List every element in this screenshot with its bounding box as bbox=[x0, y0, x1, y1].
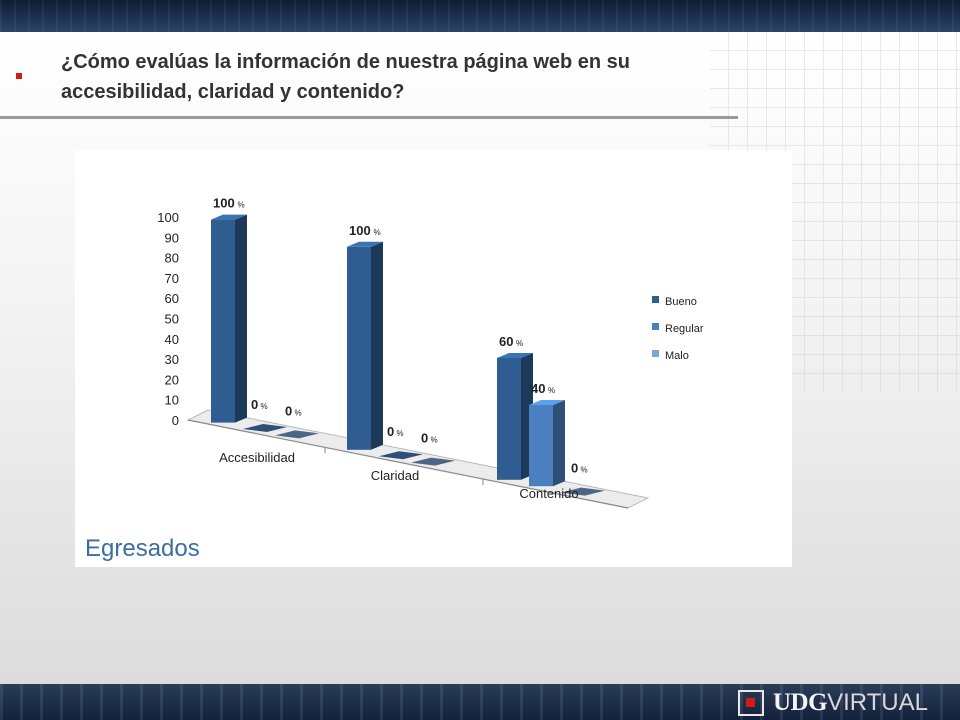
title-divider bbox=[0, 116, 738, 119]
top-banner bbox=[0, 0, 960, 32]
y-tick-label: 70 bbox=[165, 271, 179, 286]
y-tick-label: 80 bbox=[165, 251, 179, 266]
bar-front bbox=[211, 219, 235, 423]
bar-bueno bbox=[497, 353, 533, 480]
bar-top bbox=[211, 214, 247, 220]
data-label-unit: % bbox=[548, 386, 555, 395]
y-tick-label: 0 bbox=[172, 413, 179, 428]
bar-regular bbox=[379, 451, 423, 460]
title-bullet-icon bbox=[16, 73, 22, 79]
bar-front bbox=[347, 246, 371, 450]
bar-top bbox=[529, 400, 565, 405]
bar-flat bbox=[561, 487, 605, 496]
bar-flat bbox=[243, 424, 287, 432]
bar-side bbox=[371, 241, 383, 450]
y-tick-label: 10 bbox=[165, 393, 179, 408]
data-label: 0 bbox=[387, 424, 394, 439]
data-label: 0 bbox=[251, 397, 258, 412]
bar-top bbox=[347, 241, 383, 247]
logo-mark-icon bbox=[738, 690, 764, 716]
slide-title: ¿Cómo evalúas la información de nuestra … bbox=[61, 51, 631, 103]
y-tick-label: 100 bbox=[157, 210, 179, 225]
bar-flat bbox=[275, 430, 319, 439]
bar-regular bbox=[243, 424, 287, 432]
data-label: 40 bbox=[531, 381, 545, 396]
data-label: 100 bbox=[349, 223, 371, 238]
x-category-label: Claridad bbox=[371, 468, 419, 483]
y-tick-label: 60 bbox=[165, 291, 179, 306]
data-label: 0 bbox=[421, 431, 428, 446]
data-label: 0 bbox=[571, 461, 578, 476]
bar-front bbox=[529, 405, 553, 487]
bar-top bbox=[497, 353, 533, 358]
bottom-banner bbox=[0, 684, 960, 720]
data-label-unit: % bbox=[397, 429, 404, 438]
legend-swatch bbox=[652, 323, 659, 330]
legend-swatch bbox=[652, 296, 659, 303]
data-label: 60 bbox=[499, 334, 513, 349]
bar-flat bbox=[379, 451, 423, 460]
chart-panel: 0 10 20 30 40 50 60 70 80 90 100 100% 0% 0% Accesibili… bbox=[75, 150, 792, 567]
bar-bueno bbox=[211, 214, 247, 423]
data-label: 100 bbox=[213, 196, 235, 211]
y-tick-label: 40 bbox=[165, 332, 179, 347]
x-axis-line bbox=[187, 419, 629, 509]
legend-swatch bbox=[652, 350, 659, 357]
logo-suffix: VIRTUAL bbox=[827, 689, 928, 716]
bar-malo bbox=[561, 487, 605, 496]
x-category-label: Accesibilidad bbox=[219, 450, 295, 465]
x-category-label: Contenido bbox=[519, 486, 578, 501]
data-label-unit: % bbox=[238, 201, 245, 210]
data-label-unit: % bbox=[295, 408, 302, 417]
udg-virtual-logo: UDG VIRTUAL bbox=[738, 688, 928, 718]
data-label-unit: % bbox=[261, 402, 268, 411]
bar-side bbox=[553, 400, 565, 487]
legend-label: Bueno bbox=[665, 296, 697, 308]
y-tick-label: 50 bbox=[165, 312, 179, 327]
bar-bueno bbox=[347, 241, 383, 450]
data-label-unit: % bbox=[581, 466, 588, 475]
legend-label: Regular bbox=[665, 323, 704, 335]
data-label-unit: % bbox=[431, 436, 438, 445]
chart-caption: Egresados bbox=[85, 535, 200, 562]
y-tick-label: 90 bbox=[165, 230, 179, 245]
bar-malo bbox=[411, 457, 455, 466]
data-label-unit: % bbox=[516, 339, 523, 348]
bar-side bbox=[235, 214, 247, 423]
data-label: 0 bbox=[285, 403, 292, 418]
bar-flat bbox=[411, 457, 455, 466]
bar-regular bbox=[529, 400, 565, 487]
bar-malo bbox=[275, 430, 319, 439]
y-tick-label: 20 bbox=[165, 372, 179, 387]
data-label-unit: % bbox=[374, 228, 381, 237]
bar-front bbox=[497, 358, 521, 480]
legend-label: Malo bbox=[665, 350, 689, 362]
y-tick-label: 30 bbox=[165, 352, 179, 367]
logo-brand: UDG bbox=[773, 689, 828, 716]
